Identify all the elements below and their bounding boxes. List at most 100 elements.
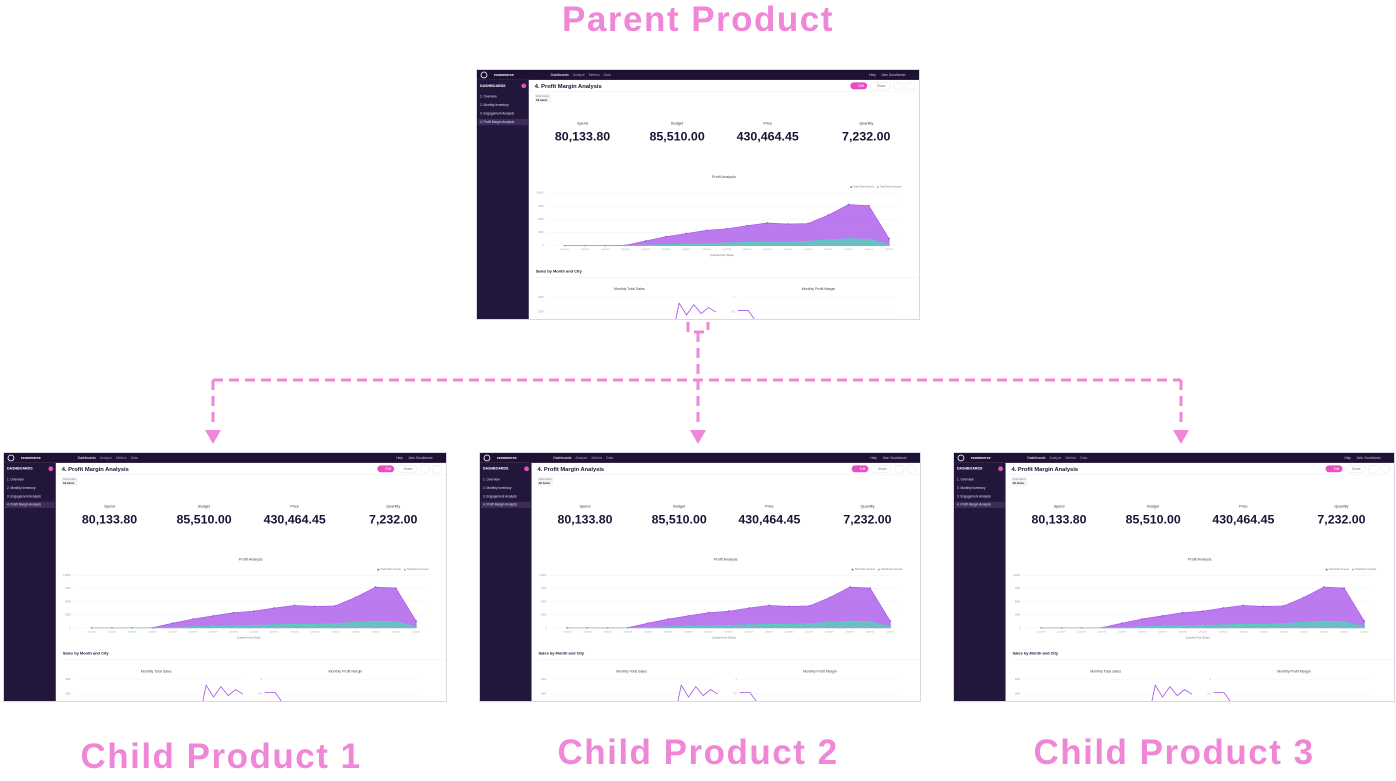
- point: [1242, 623, 1245, 626]
- x-tick-label: Q1/2020: [250, 631, 259, 633]
- point: [768, 604, 771, 607]
- point: [252, 610, 255, 613]
- kpi-value: 430,464.45: [737, 130, 799, 144]
- sidebar-active: [480, 501, 531, 509]
- kpi-label: Quantity: [1334, 504, 1348, 508]
- nav-item: Metrics: [116, 456, 127, 460]
- sidebar-active: [4, 501, 55, 509]
- user: John Goodhomer: [881, 73, 906, 77]
- point: [847, 203, 850, 206]
- point: [647, 622, 649, 625]
- point: [624, 244, 627, 247]
- sidebar-item: 3. Engagement Analysis: [480, 111, 515, 115]
- y-tick-label: 1,000K: [1013, 574, 1021, 577]
- kpi-value: 7,232.00: [842, 130, 890, 144]
- edit-label: Edit: [859, 84, 865, 88]
- edit-label: Edit: [386, 467, 392, 471]
- filter: [61, 476, 78, 486]
- point: [1322, 620, 1325, 622]
- point: [788, 605, 791, 608]
- point: [1181, 611, 1184, 614]
- top-bar: [4, 453, 446, 463]
- point: [192, 618, 194, 620]
- edit-button[interactable]: [850, 82, 868, 90]
- share-button[interactable]: [397, 465, 418, 473]
- mini-chart-title: Monthly Profit Margin: [1277, 669, 1311, 673]
- kpi-label: Budget: [673, 504, 686, 508]
- share-button[interactable]: [871, 465, 892, 473]
- nav-item: Analyze: [1049, 456, 1061, 460]
- edit-button[interactable]: [851, 465, 869, 473]
- point: [807, 222, 809, 225]
- sidebar-item: 2. Monthly Inventory: [957, 486, 986, 490]
- x-tick-label: Q1/2019: [1118, 631, 1127, 633]
- point: [1302, 621, 1305, 624]
- page-title: 4. Profit Margin Analysis: [62, 467, 129, 473]
- x-tick-label: Q3/2019: [209, 631, 218, 633]
- point: [685, 243, 688, 245]
- filter-label: Order status: [536, 95, 550, 98]
- point: [1262, 623, 1265, 626]
- x-tick-label: Q1/2022: [885, 249, 894, 251]
- x-tick-label: Q3/2019: [1158, 631, 1167, 633]
- point: [647, 626, 649, 629]
- nav-item: Dashboards: [551, 73, 569, 77]
- x-tick-label: Q3/2021: [1320, 631, 1329, 633]
- legend-swatch: [876, 186, 879, 189]
- point: [869, 620, 871, 623]
- point: [90, 626, 93, 629]
- point: [273, 607, 276, 609]
- x-tick-label: Q1/2020: [725, 631, 734, 633]
- point: [583, 244, 586, 247]
- point: [748, 623, 750, 626]
- sidebar-item: 1. Overview: [957, 478, 974, 482]
- sidebar-item: 2. Monthly Inventory: [7, 486, 36, 490]
- nav-item: Data: [131, 456, 138, 460]
- menu-button: [892, 82, 904, 90]
- y-tick-label: 500K: [541, 600, 547, 603]
- share-button[interactable]: [1345, 465, 1366, 473]
- x-axis-label: Quarter/Year (Date): [712, 636, 736, 640]
- edit-label: Edit: [860, 467, 866, 471]
- kpi-value: 430,464.45: [264, 512, 326, 526]
- point: [848, 620, 851, 622]
- edit-button[interactable]: [1325, 465, 1343, 473]
- point: [705, 242, 708, 245]
- child-title: Child Product 2: [557, 733, 839, 772]
- y-tick-label: 0.5: [733, 693, 737, 696]
- x-tick-label: Q1/2018: [1037, 631, 1046, 633]
- mini-chart-title: Monthly Profit Margin: [329, 669, 363, 673]
- legend-label: Total Order Amount: [853, 186, 874, 189]
- point: [1080, 626, 1083, 629]
- share-button[interactable]: [870, 82, 891, 90]
- line: [677, 684, 719, 701]
- menu-button: [431, 465, 443, 473]
- x-tick-label: Q2/2018: [583, 631, 592, 633]
- filter-value: All items: [536, 98, 548, 102]
- sidebar: [4, 462, 56, 701]
- x-tick-label: Q1/2020: [1199, 631, 1208, 633]
- y-tick-label: 200K: [541, 693, 547, 696]
- menu-button: [419, 465, 431, 473]
- sidebar-item: 3. Engagement Analysis: [7, 494, 41, 498]
- mini-chart-title: Monthly Total Sales: [614, 287, 645, 291]
- legend-label: Total Order Amount: [380, 568, 401, 571]
- menu-button: [894, 465, 905, 473]
- edit-button[interactable]: [377, 465, 395, 473]
- filter-value: All items: [1012, 481, 1024, 485]
- sidebar-item: 1. Overview: [480, 95, 497, 99]
- point: [685, 232, 688, 235]
- x-tick-label: Q2/2020: [270, 631, 279, 633]
- point: [131, 626, 134, 629]
- point: [252, 624, 255, 627]
- brand: ecommerce: [971, 456, 991, 460]
- user: John Goodhomer: [408, 456, 432, 460]
- section-title: Sales by Month and City: [1012, 651, 1058, 656]
- share-label: Share: [878, 467, 887, 471]
- y-tick-label: 500K: [1015, 600, 1021, 603]
- point: [1363, 620, 1366, 622]
- x-tick-label: Q2/2021: [826, 631, 835, 633]
- y-tick-label: 250K: [65, 613, 71, 616]
- point: [705, 229, 708, 232]
